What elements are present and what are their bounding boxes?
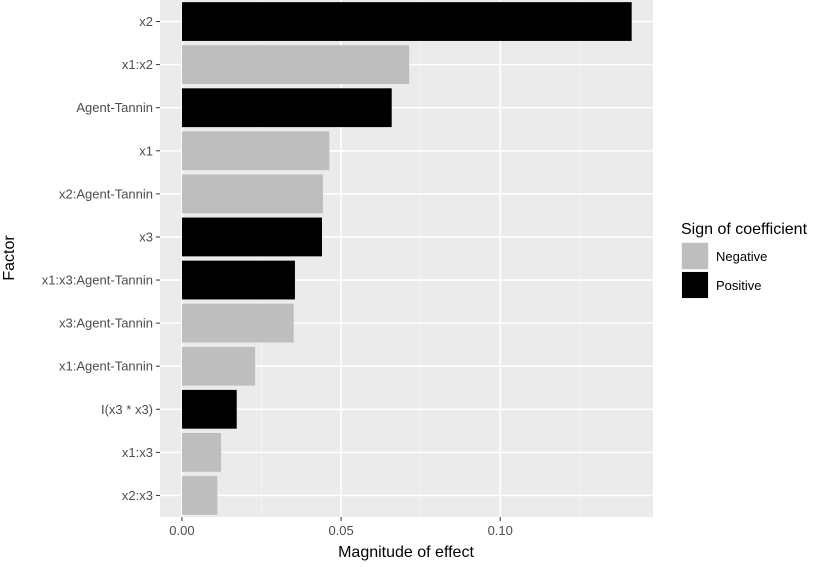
- bar: [181, 389, 237, 429]
- bar: [181, 2, 632, 41]
- x-tick-label: 0.05: [328, 523, 353, 538]
- bar: [181, 260, 295, 300]
- x-tick-label: 0.00: [169, 523, 194, 538]
- bar: [181, 303, 294, 343]
- y-tick-label: x3:Agent-Tannin: [59, 316, 153, 331]
- y-tick-label: x3: [139, 229, 153, 244]
- x-axis-title: Magnitude of effect: [338, 544, 474, 561]
- legend: Sign of coefficient Negative Positive: [681, 221, 808, 299]
- legend-key: [682, 243, 708, 269]
- bar: [181, 432, 222, 472]
- x-tick-label: 0.10: [488, 523, 513, 538]
- legend-label: Positive: [716, 278, 762, 293]
- bar: [181, 88, 392, 128]
- legend-key: [682, 272, 708, 298]
- y-tick-label: x2:x3: [122, 488, 153, 503]
- y-tick-label: x1:Agent-Tannin: [59, 359, 153, 374]
- y-tick-label: x2:Agent-Tannin: [59, 186, 153, 201]
- bar: [181, 45, 410, 85]
- y-tick-label: I(x3 * x3): [101, 402, 153, 417]
- y-tick-label: x2: [139, 14, 153, 29]
- y-tick-label: x1:x3:Agent-Tannin: [42, 273, 153, 288]
- y-tick-label: x1: [139, 143, 153, 158]
- x-axis-ticks: 0.00 0.05 0.10: [169, 517, 513, 538]
- legend-label: Negative: [716, 249, 767, 264]
- bar: [181, 174, 323, 214]
- bar: [181, 476, 218, 515]
- y-tick-label: Agent-Tannin: [76, 100, 153, 115]
- plot-panel: [160, 0, 653, 517]
- y-axis-title: Factor: [1, 235, 18, 281]
- bar: [181, 131, 330, 171]
- bar: [181, 217, 322, 257]
- y-tick-label: x1:x3: [122, 445, 153, 460]
- y-tick-label: x1:x2: [122, 57, 153, 72]
- bar: [181, 346, 256, 386]
- bars: [181, 2, 632, 515]
- y-axis-ticks: x2 x1:x2 Agent-Tannin x1 x2:Agent-Tannin x3 x1…: [42, 14, 160, 503]
- legend-title: Sign of coefficient: [681, 221, 808, 238]
